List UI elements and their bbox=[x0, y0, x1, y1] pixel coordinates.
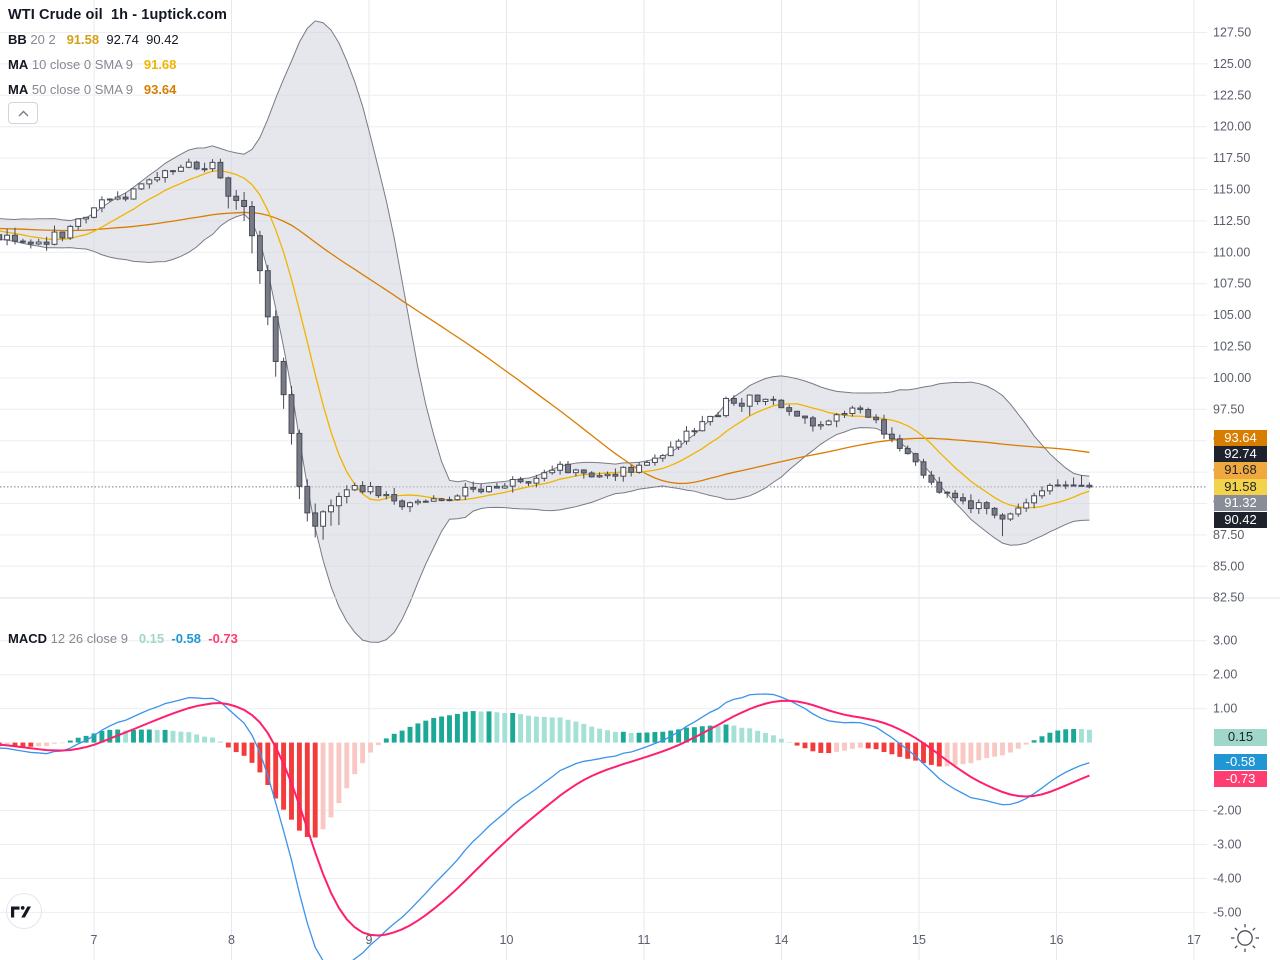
svg-text:100.00: 100.00 bbox=[1213, 371, 1251, 385]
svg-text:1.00: 1.00 bbox=[1213, 702, 1237, 716]
svg-text:9: 9 bbox=[366, 933, 373, 947]
svg-text:105.00: 105.00 bbox=[1213, 308, 1251, 322]
svg-text:17: 17 bbox=[1187, 933, 1201, 947]
svg-text:8: 8 bbox=[228, 933, 235, 947]
svg-text:112.50: 112.50 bbox=[1213, 214, 1250, 228]
svg-text:115.00: 115.00 bbox=[1213, 183, 1250, 197]
svg-text:-5.00: -5.00 bbox=[1213, 905, 1242, 919]
svg-text:2.00: 2.00 bbox=[1213, 668, 1237, 682]
svg-text:110.00: 110.00 bbox=[1213, 245, 1250, 259]
svg-text:-3.00: -3.00 bbox=[1213, 838, 1242, 852]
svg-text:125.00: 125.00 bbox=[1213, 57, 1251, 71]
svg-text:127.50: 127.50 bbox=[1213, 26, 1251, 40]
svg-text:102.50: 102.50 bbox=[1213, 340, 1251, 354]
svg-text:122.50: 122.50 bbox=[1213, 88, 1251, 102]
svg-text:10: 10 bbox=[500, 933, 514, 947]
svg-text:15: 15 bbox=[912, 933, 926, 947]
svg-text:97.50: 97.50 bbox=[1213, 402, 1244, 416]
svg-text:14: 14 bbox=[775, 933, 789, 947]
svg-text:7: 7 bbox=[91, 933, 98, 947]
svg-text:82.50: 82.50 bbox=[1213, 591, 1244, 605]
svg-text:-4.00: -4.00 bbox=[1213, 871, 1242, 885]
svg-text:-2.00: -2.00 bbox=[1213, 804, 1242, 818]
svg-text:16: 16 bbox=[1050, 933, 1064, 947]
svg-text:120.00: 120.00 bbox=[1213, 120, 1251, 134]
svg-text:3.00: 3.00 bbox=[1213, 634, 1237, 648]
svg-text:107.50: 107.50 bbox=[1213, 277, 1251, 291]
svg-text:87.50: 87.50 bbox=[1213, 528, 1244, 542]
svg-text:85.00: 85.00 bbox=[1213, 559, 1244, 573]
svg-text:117.50: 117.50 bbox=[1213, 151, 1250, 165]
svg-text:11: 11 bbox=[638, 933, 651, 947]
